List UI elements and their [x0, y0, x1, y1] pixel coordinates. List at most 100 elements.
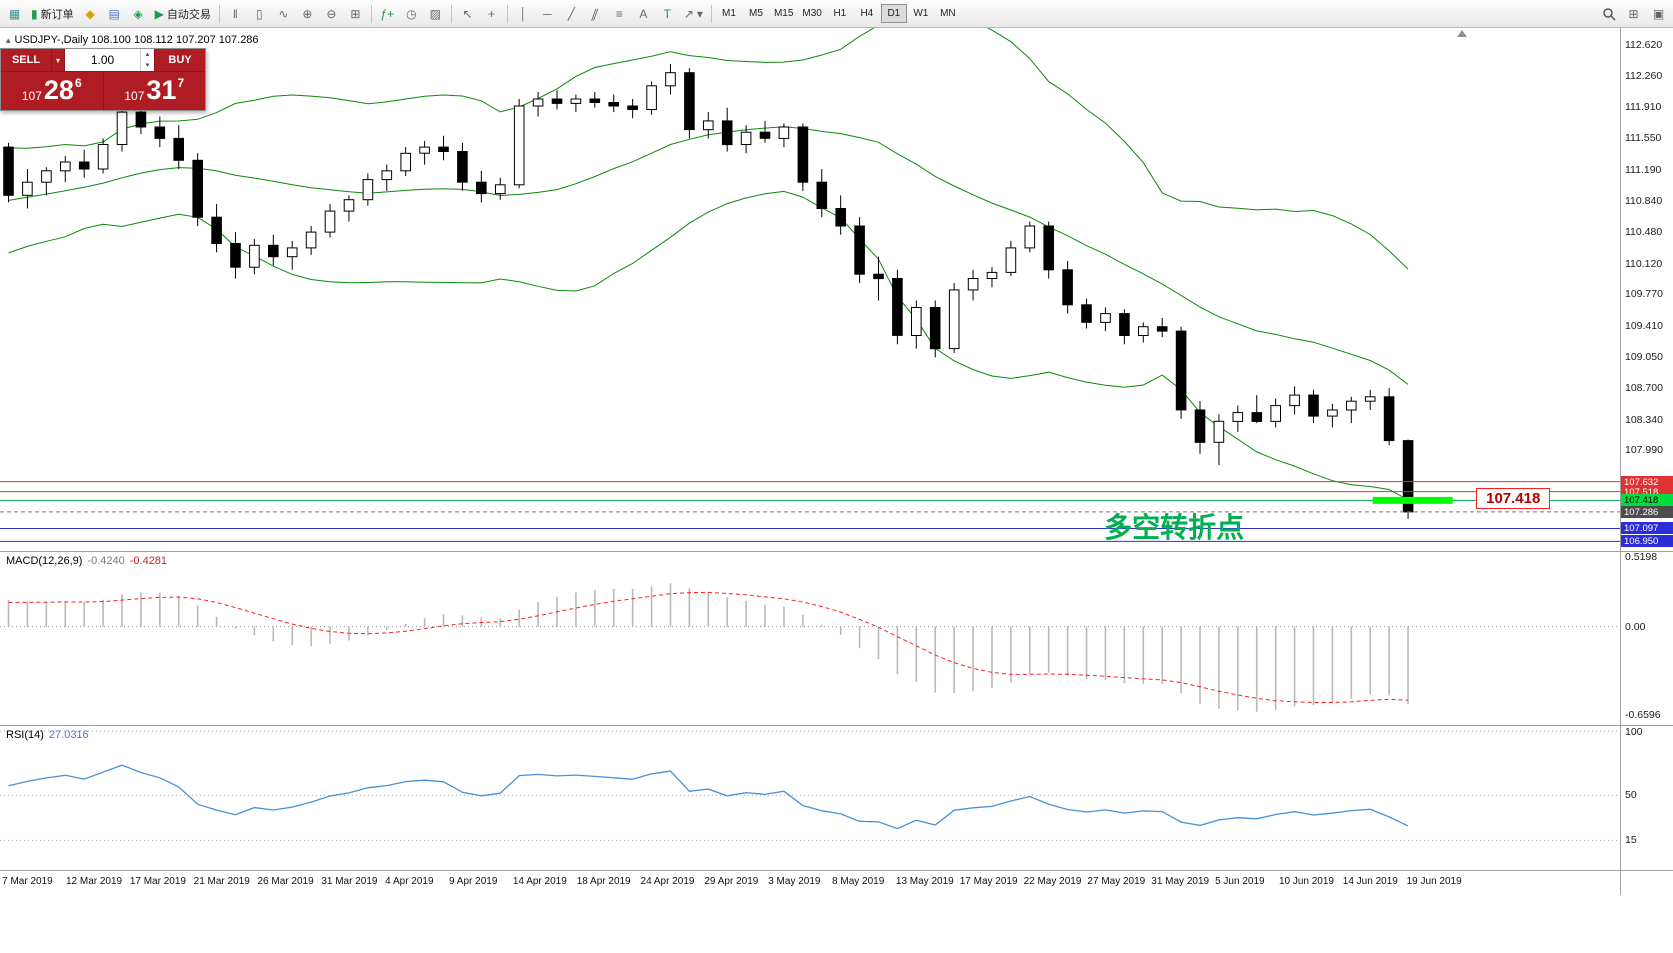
price-tick: 109.050	[1625, 351, 1663, 364]
bottom-filler	[0, 895, 1673, 953]
date-label: 13 May 2019	[895, 876, 954, 887]
sell-price-big: 28	[43, 75, 74, 105]
search-button[interactable]	[1597, 3, 1620, 25]
horizontal-line-icon: ─	[543, 6, 552, 21]
timeframe-H1[interactable]: H1	[827, 4, 853, 23]
price-tick: 109.410	[1625, 319, 1663, 332]
crosshair-icon: +	[487, 6, 495, 21]
line-chart-button[interactable]: ∿	[272, 3, 295, 25]
volume-input[interactable]	[65, 49, 140, 71]
text-icon: A	[639, 6, 648, 21]
print-button[interactable]: ▤	[103, 3, 126, 25]
chart-annotation[interactable]: 多空转折点	[1104, 512, 1245, 543]
zoom-in-button[interactable]: ⊕	[296, 3, 319, 25]
timeframe-M15[interactable]: M15	[770, 4, 797, 23]
signals-button[interactable]: ◈	[127, 3, 150, 25]
rsi-chart[interactable]: RSI(14) 27.0316	[0, 726, 1621, 870]
stepper-down-icon[interactable]: ▾	[145, 62, 150, 69]
macd-tick: -0.6596	[1625, 709, 1661, 722]
new-order-button[interactable]: ▮ 新订单	[27, 3, 78, 25]
price-tick: 108.700	[1625, 382, 1663, 395]
candlestick-chart-icon: ▯	[256, 6, 263, 21]
toolbar-separator	[506, 4, 508, 23]
search-icon	[1602, 7, 1616, 21]
sell-dropdown-icon[interactable]: ▾	[51, 49, 65, 71]
rsi-row: RSI(14) 27.0316 100 50 15	[0, 726, 1673, 871]
date-label: 4 Apr 2019	[385, 876, 434, 887]
horizontal-line-button[interactable]: ─	[536, 3, 559, 25]
price-chart[interactable]: ▴ USDJPY-,Daily 108.100 108.112 107.207 …	[0, 28, 1621, 551]
period-button[interactable]: ◷	[400, 3, 423, 25]
templates-button[interactable]: ▨	[424, 3, 447, 25]
chart-shift-marker[interactable]	[1456, 30, 1467, 37]
macd-tick: 0.00	[1625, 620, 1646, 633]
zoom-out-button[interactable]: ⊖	[320, 3, 343, 25]
macd-signal-value: -0.4281	[129, 555, 168, 567]
candlestick-chart-button[interactable]: ▯	[248, 3, 271, 25]
vertical-line-button[interactable]: │	[512, 3, 535, 25]
sell-button[interactable]: SELL	[1, 49, 51, 71]
price-tick: 110.480	[1625, 226, 1663, 239]
rsi-axis[interactable]: 100 50 15	[1621, 726, 1673, 870]
trendline-button[interactable]: ╱	[560, 3, 583, 25]
buy-button[interactable]: BUY	[155, 49, 205, 71]
timeframe-D1[interactable]: D1	[880, 4, 907, 23]
market-icon: ◆	[85, 6, 95, 21]
chart-window-button[interactable]: ▦	[3, 3, 26, 25]
bar-chart-button[interactable]: ‖	[224, 3, 247, 25]
new-order-icon: ▮	[31, 6, 38, 21]
arrows-button[interactable]: ↗ ▾	[680, 3, 707, 25]
date-label: 7 Mar 2019	[2, 876, 53, 887]
new-window-button[interactable]: ⊞	[1622, 3, 1645, 25]
price-tick: 111.550	[1625, 132, 1662, 145]
chart-title-icon: ▴	[6, 34, 11, 45]
cursor-button[interactable]: ↖	[456, 3, 479, 25]
buy-price-button[interactable]: 107 31 7	[102, 72, 205, 110]
macd-chart[interactable]: MACD(12,26,9) -0.4240 -0.4281	[0, 552, 1621, 725]
timeframe-M5[interactable]: M5	[743, 4, 769, 23]
volume-field-wrap: ▴ ▾	[65, 49, 155, 71]
crosshair-button[interactable]: +	[480, 3, 503, 25]
price-callout[interactable]: 107.418	[1476, 488, 1551, 510]
date-label: 21 Mar 2019	[193, 876, 250, 887]
clock-icon: ◷	[406, 6, 417, 21]
fibonacci-button[interactable]: ≡	[608, 3, 631, 25]
toolbar: ▦ ▮ 新订单 ◆ ▤ ◈ ▶ 自动交易 ‖ ▯ ∿ ⊕ ⊖ ⊞ ƒ+ ◷ ▨ …	[0, 0, 1673, 28]
text-button[interactable]: A	[632, 3, 655, 25]
stepper-up-icon[interactable]: ▴	[145, 51, 150, 58]
templates-icon: ▨	[429, 6, 442, 21]
date-label: 5 Jun 2019	[1215, 876, 1265, 887]
equidistant-channel-icon: ∥	[589, 6, 601, 21]
rsi-tick: 50	[1625, 789, 1637, 802]
date-label: 22 May 2019	[1023, 876, 1082, 887]
fibonacci-icon: ≡	[615, 6, 623, 21]
indicators-button[interactable]: ƒ+	[376, 3, 399, 25]
timeframe-MN[interactable]: MN	[935, 4, 961, 23]
chart-title-text: USDJPY-,Daily 108.100 108.112 107.207 10…	[14, 34, 259, 46]
candlestick-chart-canvas	[0, 28, 1620, 542]
text-label-button[interactable]: T	[656, 3, 679, 25]
timeframe-M1[interactable]: M1	[716, 4, 742, 23]
axis-corner	[1621, 871, 1673, 895]
price-tick: 110.840	[1625, 194, 1663, 207]
date-label: 17 May 2019	[959, 876, 1018, 887]
equidistant-channel-button[interactable]: ∥	[584, 3, 607, 25]
macd-axis[interactable]: 0.5198 0.00 -0.6596	[1621, 552, 1673, 725]
time-axis[interactable]: 7 Mar 2019 12 Mar 2019 17 Mar 2019 21 Mar 2…	[0, 871, 1621, 895]
auto-trading-button[interactable]: ▶ 自动交易	[151, 3, 215, 25]
market-button[interactable]: ◆	[79, 3, 102, 25]
rsi-tick: 100	[1625, 726, 1643, 738]
price-axis[interactable]: 112.620 112.260 111.910 111.550 111.190 110.8…	[1621, 28, 1673, 551]
bar-chart-icon: ‖	[232, 6, 238, 21]
cascade-windows-icon: ▣	[1652, 6, 1665, 21]
date-label: 18 Apr 2019	[576, 876, 631, 887]
timeframe-W1[interactable]: W1	[908, 4, 934, 23]
sell-price-button[interactable]: 107 28 6	[1, 72, 103, 110]
timeframe-M30[interactable]: M30	[798, 4, 825, 23]
cascade-windows-button[interactable]: ▣	[1647, 3, 1670, 25]
timeframe-H4[interactable]: H4	[854, 4, 880, 23]
buy-price-big: 31	[146, 75, 177, 105]
price-tick: 112.260	[1625, 70, 1663, 83]
price-tick: 112.620	[1625, 38, 1663, 51]
tile-windows-button[interactable]: ⊞	[344, 3, 367, 25]
